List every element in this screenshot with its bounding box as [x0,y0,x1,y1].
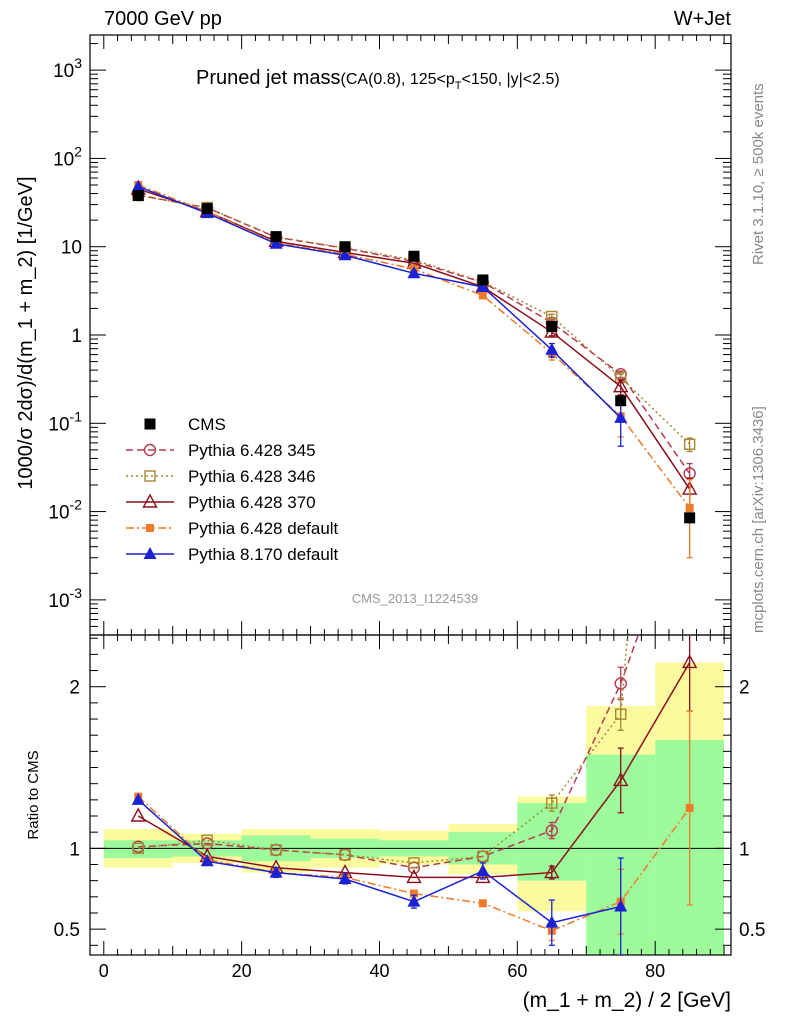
ratio-point-py8default [476,863,490,876]
ratio-y-tick-label: 2 [69,678,80,699]
axis-ticks: 0 20 40 60 80 10-3 10-2 10-1 1 10 102 103 0.5 0.5 1 1 2 2 [48,35,765,981]
x-tick-label: 40 [369,961,389,981]
ratio-y-tick-label-right: 2 [739,678,750,699]
main-point-cms [546,320,558,332]
ratio-point-py8default [269,865,283,878]
side-label-bottom: mcplots.cern.ch [arXiv:1306.3436] [750,406,767,633]
ratio-point-py346 [201,834,213,846]
main-frame [89,34,732,636]
main-point-py8default [131,179,145,192]
ratio-point-py8default [131,792,145,805]
main-line-py8default [137,185,622,419]
main-series [130,179,698,559]
header-left-title: 7000 GeV pp [104,8,222,30]
x-axis-title: (m_1 + m_2) / 2 [GeV] [523,989,731,1012]
ratio-point-py370 [406,868,422,884]
band-inner-bin [103,840,173,859]
main-point-cms [270,231,282,243]
ratio-point-py345 [545,824,558,837]
main-point-cms [201,203,213,215]
side-label-top: Rivet 3.1.10, ≥ 500k events [750,83,767,265]
ratio-y-tick-label-right: 0.5 [739,920,765,941]
legend-label-py8default: Pythia 8.170 default [188,545,339,564]
legend-marker-py6default [146,524,154,532]
main-point-py6default [478,291,487,300]
legend-label-py345: Pythia 6.428 345 [188,441,316,460]
ratio-frame [89,634,732,956]
x-tick-label: 20 [232,961,252,981]
ratio-point-py8default [545,915,559,928]
x-tick-label: 80 [645,961,665,981]
main-point-py8default [476,279,490,292]
legend: CMS Pythia 6.428 345 Pythia 6.428 346 Pythi… [126,415,339,564]
y-axis-title: 1000/σ 2dσ)/d(m_1 + m_2) [1/GeV] [15,176,37,489]
main-line-py346 [138,194,691,445]
y-tick-label: 103 [53,55,82,82]
ratio-point-py8default [338,872,352,885]
legend-marker-py370 [142,493,158,508]
main-point-cms [615,395,627,407]
main-point-py8default [407,266,421,279]
ratio-y-tick-label: 0.5 [54,920,80,941]
main-point-cms [339,241,351,253]
header-right-title: W+Jet [674,8,732,30]
ratio-point-py8default [200,854,214,867]
y-tick-label: 102 [53,143,82,170]
ratio-point-py370 [544,864,560,879]
ratio-series [130,635,698,955]
ratio-line-py370 [137,662,691,879]
y-tick-label: 10 [61,238,82,259]
ratio-point-py6default [478,899,487,908]
ratio-y-tick-label-right: 1 [739,839,750,860]
ratio-point-py8default [614,899,628,912]
ratio-point-py345 [614,677,627,690]
main-point-py8default [545,342,559,355]
plot-title: Pruned jet mass(CA(0.8), 125<pT<150, |y|… [196,67,560,92]
ratio-point-py346 [408,857,420,869]
main-point-py8default [614,410,628,423]
main-point-cms [132,190,144,202]
main-point-cms [408,250,420,262]
ratio-line-py8default [137,799,621,924]
legend-label-py346: Pythia 6.428 346 [188,467,316,486]
main-point-py370 [613,378,629,393]
ratio-point-py8default [407,894,421,907]
ratio-point-py346 [477,850,489,863]
main-point-py8default [338,248,352,261]
y-tick-label: 10-3 [48,585,82,612]
y-tick-label: 10-2 [48,497,82,524]
uncertainty-bands [90,662,731,955]
ratio-point-py370 [613,771,629,787]
analysis-id: CMS_2013_I1224539 [352,591,479,606]
ratio-point-py6default [409,889,418,898]
y-tick-label: 10-1 [48,408,82,435]
x-tick-label: 60 [507,961,527,981]
legend-marker-cms [144,418,156,430]
x-tick-label: 0 [99,961,109,981]
ratio-point-py370 [130,807,146,822]
legend-label-py6default: Pythia 6.428 default [188,519,339,538]
ratio-point-py6default [685,803,694,812]
main-point-cms [477,274,489,286]
legend-label-py370: Pythia 6.428 370 [188,493,316,512]
ratio-point-py346 [615,708,627,720]
main-point-cms [684,512,696,524]
ratio-y-axis-title: Ratio to CMS [25,750,42,839]
legend-marker-py346 [144,470,156,482]
legend-label-cms: CMS [188,415,226,434]
main-point-py346 [683,438,696,450]
ratio-y-tick-label: 1 [69,839,80,860]
main-point-py6default [685,503,694,512]
ratio-point-py346 [339,849,351,861]
y-tick-label: 1 [71,326,82,347]
legend-marker-py345 [143,443,157,457]
ratio-point-py370 [681,654,698,669]
ratio-point-py346 [132,842,144,855]
legend-marker-py8default [143,547,157,559]
ratio-point-py370 [475,868,491,884]
ratio-point-py346 [546,797,558,809]
main-point-py8default [269,236,283,249]
ratio-point-py346 [270,844,282,856]
